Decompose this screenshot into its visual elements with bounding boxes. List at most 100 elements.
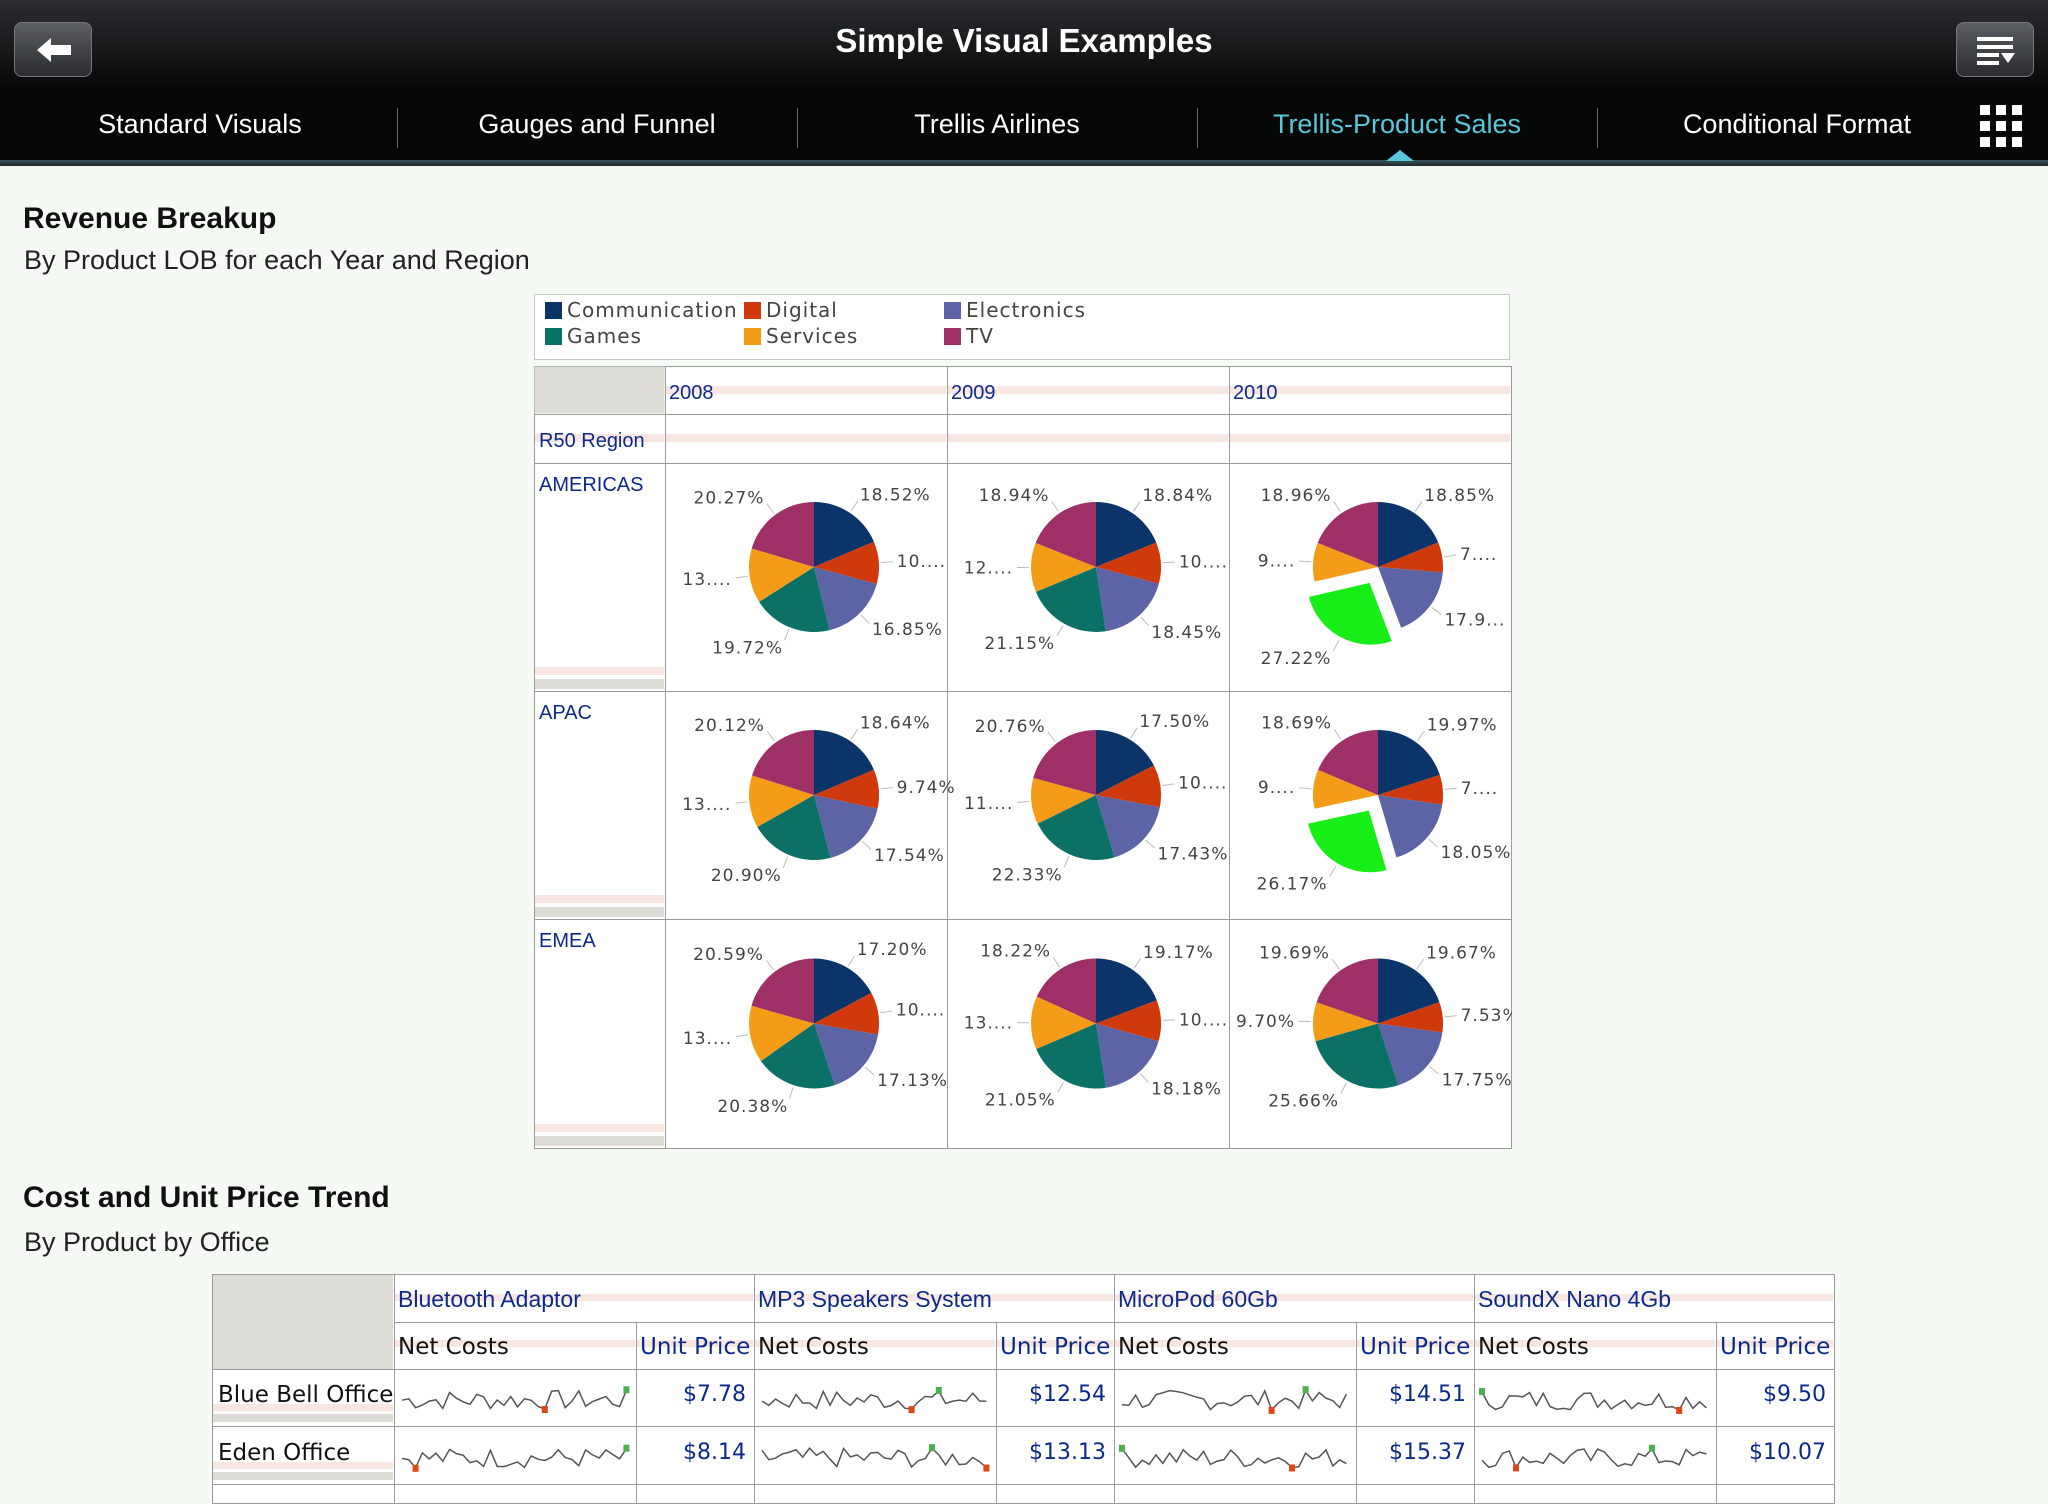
region-label: EMEA [539, 930, 596, 952]
pie-data-label: 18.64% [860, 713, 931, 733]
legend-label: TV [966, 324, 994, 348]
unit-price-value: $7.78 [636, 1382, 746, 1407]
year-header: 2009 [951, 382, 996, 404]
sparkline-low-marker [1676, 1407, 1682, 1414]
year-header: 2010 [1233, 382, 1278, 404]
tab-conditional-format[interactable]: Conditional Format [1597, 90, 1997, 160]
legend-label: Electronics [966, 298, 1086, 322]
row-stripe [535, 895, 664, 903]
legend-item: Services [744, 324, 858, 348]
row-stripe [535, 1136, 664, 1146]
pie-data-label: 19.17% [1143, 943, 1214, 963]
unit-price-value: $13.13 [996, 1440, 1106, 1465]
pie-data-label: 19.97% [1427, 716, 1498, 736]
pie-data-label: 13.... [683, 570, 732, 590]
legend-item: TV [944, 324, 994, 348]
sparkline-high-marker [623, 1386, 629, 1393]
pie-data-label: 13.... [682, 795, 731, 815]
active-tab-indicator [1386, 150, 1414, 161]
corner-cell [535, 367, 665, 414]
tab-trellis-airlines[interactable]: Trellis Airlines [797, 90, 1197, 160]
app-title: Simple Visual Examples [0, 22, 2048, 60]
unit-price-header: Unit Price [1360, 1334, 1470, 1360]
unit-price-value: $9.50 [1716, 1382, 1826, 1407]
pie-data-label: 19.72% [712, 639, 783, 659]
product-header: MicroPod 60Gb [1118, 1286, 1278, 1313]
pie-data-label: 9.74% [897, 778, 956, 798]
list-menu-icon [1957, 23, 2035, 78]
pie-data-label: 10.... [1178, 774, 1227, 794]
sparkline-low-marker [542, 1406, 548, 1413]
pie-data-label: 19.67% [1426, 944, 1497, 964]
pie-data-label: 13.... [964, 1013, 1013, 1033]
pie-data-label: 22.33% [992, 866, 1063, 886]
pie-data-label: 9.70% [1236, 1012, 1295, 1032]
unit-price-header: Unit Price [1720, 1334, 1830, 1360]
revenue-subtitle: By Product LOB for each Year and Region [24, 245, 530, 276]
pie-data-label: 20.76% [975, 717, 1046, 737]
trend-subtitle: By Product by Office [24, 1227, 270, 1258]
pie-data-label: 9.... [1258, 551, 1295, 571]
sparkline-high-marker [929, 1444, 935, 1451]
pie-data-label: 27.22% [1261, 649, 1332, 669]
net-costs-header: Net Costs [1478, 1334, 1589, 1360]
tab-underline [0, 160, 2048, 166]
tab-standard-visuals[interactable]: Standard Visuals [0, 90, 400, 160]
pie-data-label: 17.43% [1158, 844, 1229, 864]
unit-price-value: $12.54 [996, 1382, 1106, 1407]
sparkline-low-marker [1269, 1407, 1275, 1414]
pie-data-label: 10.... [896, 1001, 945, 1021]
row-stripe [213, 1472, 393, 1480]
pie-data-label: 17.9... [1444, 610, 1505, 630]
office-label: Blue Bell Office [218, 1382, 393, 1408]
grid-icon[interactable] [1980, 105, 2022, 147]
header-stripe [666, 434, 946, 442]
pie-data-label: 20.59% [693, 945, 764, 965]
sparkline-high-marker [1119, 1445, 1125, 1452]
revenue-title: Revenue Breakup [23, 202, 276, 236]
unit-price-value: $10.07 [1716, 1440, 1826, 1465]
product-header: Bluetooth Adaptor [398, 1286, 581, 1313]
product-header: SoundX Nano 4Gb [1478, 1286, 1671, 1313]
sparkline-low-marker [909, 1406, 915, 1413]
year-header: 2008 [669, 382, 714, 404]
sparkline-high-marker [1649, 1445, 1655, 1452]
pie-data-label: 19.69% [1259, 944, 1330, 964]
net-costs-header: Net Costs [758, 1334, 869, 1360]
pie-data-label: 20.38% [717, 1097, 788, 1117]
header-stripe [948, 434, 1228, 442]
sparkline-low-marker [413, 1465, 419, 1472]
net-costs-header: Net Costs [1118, 1334, 1229, 1360]
legend-swatch [744, 302, 761, 319]
pie-data-label: 11.... [964, 794, 1013, 814]
legend-label: Services [766, 324, 858, 348]
region-label: APAC [539, 702, 592, 724]
legend-item: Communication [545, 298, 738, 322]
title-bar: Simple Visual Examples [0, 0, 2048, 90]
pie-data-label: 18.96% [1261, 486, 1332, 506]
unit-price-value: $15.37 [1356, 1440, 1466, 1465]
pie-data-label: 10.... [897, 552, 946, 572]
legend-item: Games [545, 324, 642, 348]
pie-data-label: 18.85% [1424, 486, 1495, 506]
pie-data-label: 18.84% [1142, 486, 1213, 506]
chart-legend: Communication Digital Electronics Games … [534, 294, 1510, 360]
pie-data-label: 21.05% [985, 1091, 1056, 1111]
pie-data-label: 7.... [1460, 545, 1497, 565]
row-stripe [535, 907, 664, 917]
tab-gauges-and-funnel[interactable]: Gauges and Funnel [397, 90, 797, 160]
sparkline-high-marker [936, 1387, 942, 1394]
pie-data-label: 16.85% [872, 620, 943, 640]
header-stripe [1230, 434, 1510, 442]
legend-label: Communication [567, 298, 738, 322]
sparkline-low-marker [983, 1465, 989, 1472]
leader-line [1163, 1020, 1175, 1021]
pie-data-label: 17.13% [877, 1071, 948, 1091]
legend-swatch [944, 328, 961, 345]
row-stripe [535, 679, 664, 689]
menu-button[interactable] [1956, 22, 2034, 77]
pie-data-label: 17.54% [874, 846, 945, 866]
sparkline-high-marker [623, 1445, 629, 1452]
legend-swatch [944, 302, 961, 319]
